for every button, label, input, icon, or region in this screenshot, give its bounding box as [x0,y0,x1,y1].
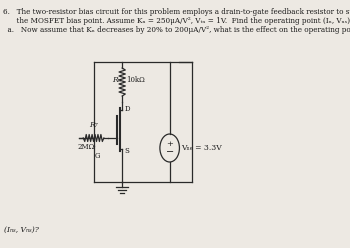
Text: Rₙ: Rₙ [112,76,121,84]
Text: −: − [166,149,174,157]
Text: (Iₙₛ, Vₙₛ)?: (Iₙₛ, Vₙₛ)? [4,226,39,234]
Text: G: G [95,152,100,160]
Text: Vₙₑ = 3.3V: Vₙₑ = 3.3V [182,144,222,152]
Text: D: D [124,105,130,113]
Text: the MOSFET bias point. Assume Kₙ = 250μA/V², Vₜₙ = 1V.  Find the operating point: the MOSFET bias point. Assume Kₙ = 250μA… [4,17,350,25]
Text: +: + [166,140,173,148]
Text: R₇: R₇ [89,121,98,129]
Text: a.   Now assume that Kₙ decreases by 20% to 200μA/V², what is the effect on the : a. Now assume that Kₙ decreases by 20% t… [4,26,350,34]
Text: 6.   The two-resistor bias circuit for this problem employs a drain-to-gate feed: 6. The two-resistor bias circuit for thi… [4,8,350,16]
Text: S: S [124,147,129,155]
Text: 2MΩ: 2MΩ [77,143,95,151]
Text: 10kΩ: 10kΩ [126,76,145,84]
